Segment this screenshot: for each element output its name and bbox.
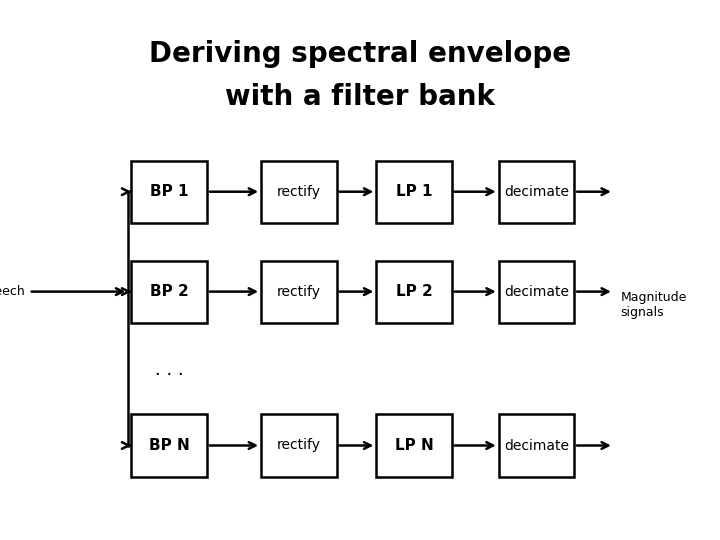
- Bar: [132, 415, 207, 477]
- Text: decimate: decimate: [504, 438, 569, 453]
- Bar: [498, 160, 575, 222]
- Bar: [132, 160, 207, 222]
- Text: decimate: decimate: [504, 285, 569, 299]
- Text: rectify: rectify: [276, 438, 321, 453]
- Text: Magnitude
signals: Magnitude signals: [621, 291, 687, 319]
- Text: BP 2: BP 2: [150, 284, 189, 299]
- Text: LP N: LP N: [395, 438, 433, 453]
- Text: . . .: . . .: [155, 361, 184, 379]
- Bar: [261, 260, 337, 322]
- Text: speech: speech: [0, 285, 25, 298]
- Bar: [376, 160, 452, 222]
- Bar: [261, 160, 337, 222]
- Bar: [261, 415, 337, 477]
- Bar: [132, 260, 207, 322]
- Text: BP 1: BP 1: [150, 184, 189, 199]
- Text: decimate: decimate: [504, 185, 569, 199]
- Text: rectify: rectify: [276, 285, 321, 299]
- Text: BP N: BP N: [149, 438, 189, 453]
- Text: LP 2: LP 2: [395, 284, 433, 299]
- Bar: [498, 260, 575, 322]
- Text: rectify: rectify: [276, 185, 321, 199]
- Bar: [376, 260, 452, 322]
- Text: Deriving spectral envelope: Deriving spectral envelope: [149, 40, 571, 68]
- Text: with a filter bank: with a filter bank: [225, 83, 495, 111]
- Bar: [376, 415, 452, 477]
- Text: LP 1: LP 1: [396, 184, 432, 199]
- Bar: [498, 415, 575, 477]
